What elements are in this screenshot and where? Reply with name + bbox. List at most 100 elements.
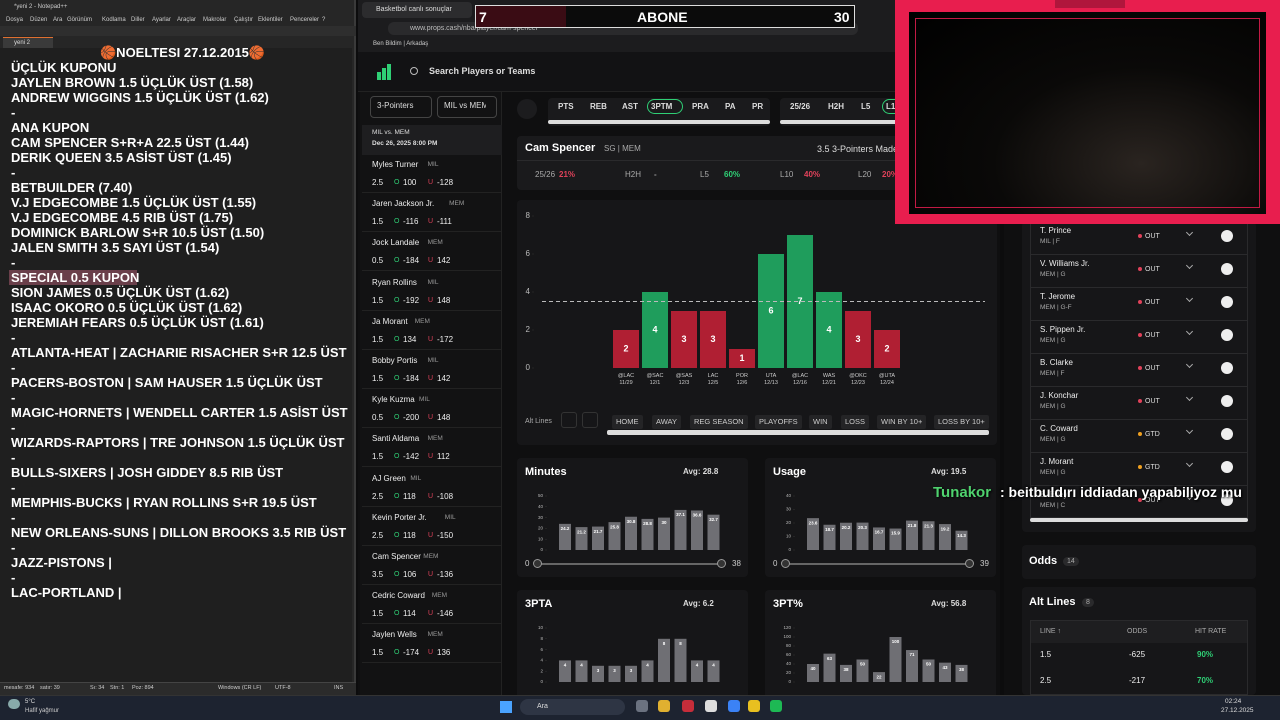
arrow-button[interactable] <box>561 412 577 428</box>
x-tick-label: @OKC <box>849 373 867 379</box>
bar <box>845 311 871 368</box>
player-name[interactable]: Ryan Rollins <box>372 277 417 287</box>
tab-label[interactable]: yeni 2 <box>14 40 31 46</box>
menu-item[interactable]: Çalıştır <box>234 17 254 23</box>
add-button[interactable] <box>1221 395 1233 407</box>
taskbar-icon[interactable] <box>705 700 717 712</box>
menu-item[interactable]: Düzen <box>30 17 48 23</box>
table-cell: -625 <box>1129 650 1146 659</box>
filter-button[interactable]: LOSS BY 10+ <box>934 415 989 429</box>
player-name[interactable]: Ja Morant <box>372 316 408 326</box>
add-button[interactable] <box>1221 362 1233 374</box>
filter-button[interactable]: AWAY <box>652 415 681 429</box>
section-title[interactable]: Alt Lines <box>1029 596 1076 608</box>
filter-button[interactable]: PLAYOFFS <box>755 415 802 429</box>
slider-handle[interactable] <box>781 559 790 568</box>
player-name[interactable]: Kyle Kuzma <box>372 395 415 405</box>
stat-tab[interactable]: REB <box>590 102 607 111</box>
filter-button[interactable]: LOSS <box>841 415 870 429</box>
range-tab[interactable]: L10 <box>886 102 900 111</box>
slider-handle[interactable] <box>533 559 542 568</box>
select[interactable]: MIL vs MEM <box>444 102 486 110</box>
stat-tab[interactable]: PRA <box>692 102 709 111</box>
bar <box>889 528 902 550</box>
range-tab[interactable]: L5 <box>861 102 871 111</box>
slider-handle[interactable] <box>965 559 974 568</box>
range-tab[interactable]: H2H <box>828 102 845 111</box>
player-row-border <box>362 388 502 389</box>
range-tab[interactable]: 25/26 <box>790 102 811 111</box>
stat-tab[interactable]: 3PTM <box>651 102 673 111</box>
taskbar-icon[interactable] <box>770 700 782 712</box>
injury-status: OUT <box>1145 365 1160 372</box>
status-text: satır: 39 <box>40 685 60 691</box>
filter-button[interactable]: WIN <box>809 415 832 429</box>
filter-button[interactable]: WIN BY 10+ <box>877 415 927 429</box>
player-name[interactable]: Myles Turner <box>372 160 419 169</box>
table-cell: 2.5 <box>1040 676 1052 685</box>
taskbar-icon[interactable] <box>658 700 670 712</box>
player-team: MEM <box>431 592 448 600</box>
back-button[interactable] <box>517 99 537 119</box>
player-name[interactable]: Jaylen Wells <box>372 630 417 640</box>
bar-value-label: 20.3 <box>858 525 867 530</box>
bookmark[interactable]: Ben Bildim | Arkadaş <box>373 41 429 47</box>
player-name[interactable]: AJ Green <box>372 473 406 483</box>
table-header[interactable]: HIT RATE <box>1195 628 1227 635</box>
stat-tab[interactable]: AST <box>622 102 638 111</box>
player-name[interactable]: Jock Landale <box>372 238 420 248</box>
arrow-button[interactable] <box>582 412 598 428</box>
stat-tab[interactable]: PR <box>752 102 764 111</box>
add-button[interactable] <box>1221 263 1233 275</box>
tab-title[interactable]: Basketbol canlı sonuçlar <box>376 6 452 13</box>
player-name[interactable]: Bobby Portis <box>372 356 418 365</box>
menu-item[interactable]: ? <box>322 17 326 23</box>
add-button[interactable] <box>1221 428 1233 440</box>
stat-tab[interactable]: PTS <box>558 102 574 111</box>
filter-button[interactable]: REG SEASON <box>690 415 748 429</box>
mini-avg: Avg: 28.8 <box>683 467 719 476</box>
table-header[interactable]: LINE ↑ <box>1040 628 1062 635</box>
add-button[interactable] <box>1221 494 1233 506</box>
menu-item[interactable]: Diller <box>131 17 145 23</box>
taskbar-icon[interactable] <box>728 700 740 712</box>
menu-item[interactable]: Makrolar <box>203 17 227 23</box>
select[interactable]: 3-Pointers <box>377 102 414 110</box>
menu-item[interactable]: Eklentiler <box>258 17 283 23</box>
add-button[interactable] <box>1221 461 1233 473</box>
menu-item[interactable]: Kodlama <box>102 17 126 23</box>
taskbar-icon[interactable] <box>748 700 760 712</box>
filter-button[interactable]: HOME <box>612 415 643 429</box>
menu-item[interactable]: Pencereler <box>290 17 320 23</box>
search-field[interactable]: Search Players or Teams <box>429 66 536 76</box>
player-name[interactable]: Kevin Porter Jr. <box>372 512 427 522</box>
player-name[interactable]: Cedric Coward <box>372 591 425 601</box>
player-name[interactable]: Santi Aldama <box>372 434 420 444</box>
player-team: MIL <box>427 357 439 364</box>
table-header[interactable]: ODDS <box>1127 628 1148 635</box>
slider-handle[interactable] <box>717 559 726 568</box>
taskbar-icon[interactable] <box>682 700 694 712</box>
player-name[interactable]: Jaren Jackson Jr. <box>372 199 435 209</box>
menu-item[interactable]: Ayarlar <box>152 17 171 23</box>
add-button[interactable] <box>1221 230 1233 242</box>
injury-status: GTD <box>1145 464 1160 471</box>
section-title[interactable]: Odds <box>1029 555 1058 567</box>
stat-tab[interactable]: PA <box>725 102 736 111</box>
player-name[interactable]: Cam Spencer <box>372 552 421 561</box>
menu-item[interactable]: Dosya <box>6 17 24 23</box>
start-button[interactable] <box>500 701 512 713</box>
bar <box>807 518 819 550</box>
taskbar-icon[interactable] <box>636 700 648 712</box>
menu-item[interactable]: Görünüm <box>67 17 93 23</box>
game-header <box>362 125 502 155</box>
under-odds: 148 <box>437 295 451 305</box>
x-tick-label: 12/5 <box>708 380 719 386</box>
menu-item[interactable]: Araçlar <box>177 17 197 23</box>
hit-rate-value: 40% <box>804 170 821 179</box>
menu-item[interactable]: Ara <box>53 17 63 23</box>
search-box[interactable] <box>520 699 625 715</box>
add-button[interactable] <box>1221 296 1233 308</box>
add-button[interactable] <box>1221 329 1233 341</box>
bar-value-label: 22 <box>876 674 882 679</box>
